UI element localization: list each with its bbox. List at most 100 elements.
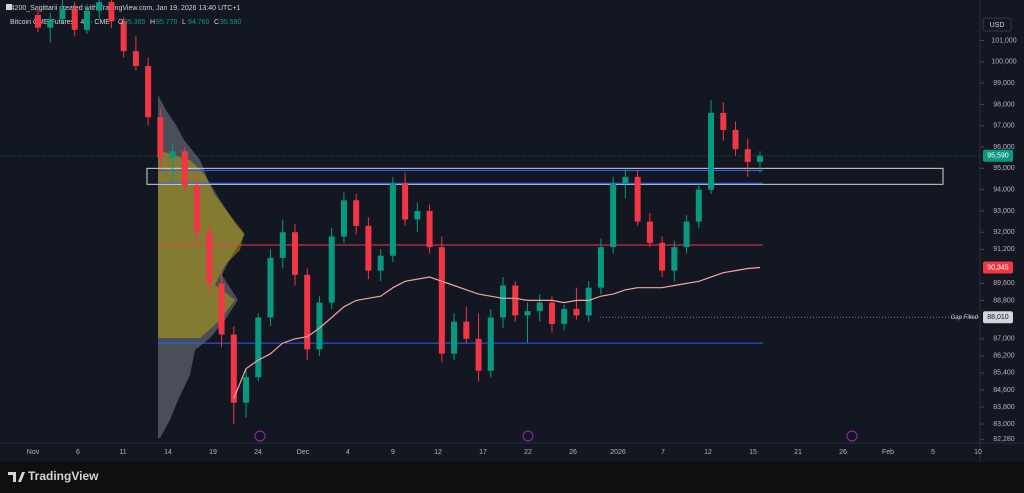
candle-body — [732, 129, 739, 150]
currency[interactable]: USD — [990, 22, 1005, 29]
candle-body — [708, 112, 715, 190]
y-tick-label: 89,600 — [993, 280, 1015, 287]
y-tick-label: 88,800 — [993, 297, 1015, 304]
candle-body — [365, 225, 372, 271]
profile-volume — [158, 95, 245, 438]
candle-body — [622, 176, 629, 184]
candle-body — [218, 283, 225, 335]
candle-body — [279, 232, 286, 258]
x-tick-label: 12 — [434, 449, 442, 456]
x-tick-label: Nov — [27, 449, 40, 456]
symbol: Bitcoin CME Futures · 4h · CME — [10, 19, 110, 26]
candle-body — [646, 221, 653, 243]
candle-body — [585, 287, 592, 316]
candle-body — [353, 200, 360, 226]
candle-body — [402, 183, 409, 220]
candle-body — [157, 117, 164, 158]
candle-body — [83, 10, 90, 30]
y-tick-label: 91,200 — [993, 246, 1015, 253]
ohlc-label: L — [182, 19, 186, 26]
candle-body — [548, 302, 555, 324]
candle-body — [426, 210, 433, 248]
brand[interactable]: TradingView — [28, 469, 99, 483]
candle-body — [328, 236, 335, 303]
x-tick-label: 11 — [119, 449, 126, 456]
x-tick-label: Feb — [882, 449, 894, 456]
candle-body — [695, 189, 702, 222]
x-tick-label: Dec — [297, 449, 310, 456]
candle-body — [243, 377, 250, 403]
x-tick-label: 19 — [209, 449, 217, 456]
candle-body — [634, 176, 641, 222]
candle-body — [451, 321, 458, 354]
footer: TradingView — [8, 469, 99, 483]
candle-body — [463, 321, 470, 339]
candle-body — [573, 308, 580, 316]
plot-area — [35, 0, 944, 425]
candle-body — [487, 317, 494, 371]
y-tick-label: 94,000 — [993, 186, 1015, 193]
top-bar: V4200_Sagittarii created with TradingVie… — [6, 4, 1012, 32]
x-tick-label: 22 — [524, 449, 532, 456]
price-tag-label: 90,345 — [987, 264, 1009, 271]
candle-body — [145, 66, 152, 118]
candle-body — [35, 14, 41, 28]
candle-body — [304, 274, 311, 350]
x-tick-label: 7 — [661, 449, 665, 456]
y-tick-label: 93,000 — [993, 208, 1015, 215]
brand-logo — [8, 472, 25, 482]
y-tick-label: 98,000 — [993, 101, 1015, 108]
session-icon[interactable] — [846, 430, 858, 442]
x-tick-label: 26 — [569, 449, 577, 456]
x-tick-label: 6 — [76, 449, 80, 456]
candle-body — [524, 311, 531, 316]
x-tick-label: 9 — [391, 449, 395, 456]
session-icon[interactable] — [254, 430, 266, 442]
candle-body — [757, 155, 763, 162]
candle-body — [414, 210, 421, 220]
candle-body — [181, 151, 188, 186]
gap-price-label: 88,010 — [987, 314, 1009, 321]
candle-body — [500, 285, 507, 318]
candle-body — [71, 8, 78, 30]
x-tick-label: 24 — [254, 449, 262, 456]
y-tick-label: 87,000 — [993, 336, 1015, 343]
candle-body — [720, 112, 727, 130]
candle-body — [120, 21, 127, 52]
y-tick-label: 86,200 — [993, 353, 1015, 360]
logo-dot — [6, 4, 12, 10]
candle-body — [475, 338, 482, 371]
candle-body — [108, 2, 115, 22]
y-tick-label: 82,280 — [993, 436, 1015, 443]
zone-box — [146, 167, 944, 185]
x-tick-label: 4 — [346, 449, 350, 456]
gap-text: Gap Filled — [951, 315, 979, 321]
candle-body — [291, 232, 298, 275]
y-tick-label: 83,800 — [993, 404, 1015, 411]
session-icon[interactable] — [522, 430, 534, 442]
ohlc-label: O — [118, 19, 124, 26]
moving-average — [233, 266, 761, 399]
candle-body — [377, 255, 384, 271]
x-tick-label: 17 — [479, 449, 487, 456]
x-tick-label: 15 — [749, 449, 757, 456]
x-tick-label: 10 — [974, 449, 982, 456]
ohlc-value: 95,385 — [124, 19, 146, 26]
candle-body — [255, 317, 262, 378]
x-tick-label: 26 — [839, 449, 847, 456]
candle-body — [267, 257, 274, 318]
y-tick-label: 92,000 — [993, 229, 1015, 236]
candle-body — [47, 19, 54, 28]
ohlc-value: 94,760 — [188, 19, 210, 26]
y-tick-label: 100,000 — [991, 59, 1016, 66]
candle-body — [59, 8, 66, 20]
attribution: V4200_Sagittarii created with TradingVie… — [6, 5, 240, 12]
y-tick-label: 84,600 — [993, 387, 1015, 394]
x-tick-label: 5 — [931, 449, 935, 456]
ohlc-label: H — [150, 19, 155, 26]
currency-button[interactable] — [982, 17, 1012, 32]
ohlc-label: C — [214, 19, 219, 26]
candle-body — [340, 200, 347, 237]
y-tick-label: 85,400 — [993, 370, 1015, 377]
